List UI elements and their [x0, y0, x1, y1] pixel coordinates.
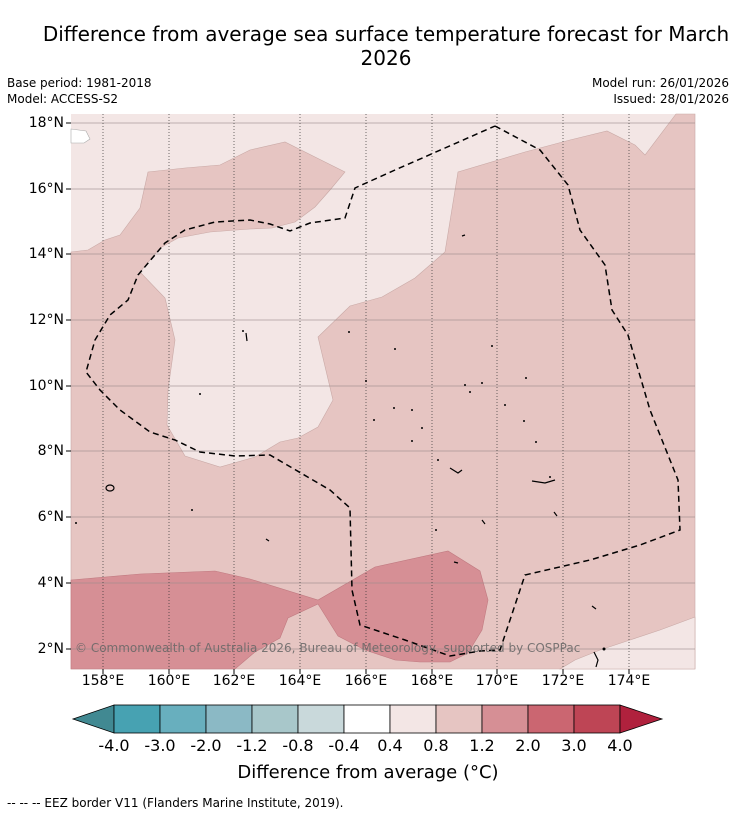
colorbar-bin: [251, 704, 299, 734]
colorbar-bin: [527, 704, 575, 734]
colorbar-bin: [389, 704, 437, 734]
page-title: Difference from average sea surface temp…: [42, 22, 730, 70]
lat-label: 16°N: [28, 181, 64, 197]
eez-legend-footnote: -- -- -- EEZ border V11 (Flanders Marine…: [7, 796, 344, 810]
colorbar-bin: [573, 704, 621, 734]
colorbar-label: Difference from average (°C): [237, 762, 499, 783]
colorbar-tick: 0.8: [423, 736, 449, 755]
lon-label: 162°E: [212, 673, 256, 689]
lon-label: 174°E: [607, 673, 651, 689]
colorbar-bin: [159, 704, 207, 734]
anomaly-region-1.2-2.0: [70, 550, 489, 670]
colorbar-tick: 1.2: [469, 736, 495, 755]
issued-date: Issued: 28/01/2026: [613, 92, 729, 106]
colorbar-tick: -0.8: [282, 736, 314, 755]
colorbar-bin: [435, 704, 483, 734]
colorbar-low-extend: [71, 704, 115, 734]
colorbar-bin: [113, 704, 161, 734]
colorbar-bin: [481, 704, 529, 734]
lon-label: 160°E: [147, 673, 191, 689]
colorbar-tick: 2.0: [515, 736, 541, 755]
colorbar-tick: 0.4: [377, 736, 403, 755]
lat-gridlines: [71, 122, 695, 650]
colorbar-tick: 3.0: [561, 736, 587, 755]
colorbar-tick: -1.2: [236, 736, 268, 755]
colorbar-tick: -2.0: [190, 736, 222, 755]
anomaly-region-0.4-0.8-se: [558, 616, 696, 670]
lat-label: 2°N: [37, 641, 64, 657]
islands: [105, 234, 599, 668]
lat-label: 4°N: [37, 575, 64, 591]
eez-border: [85, 125, 681, 657]
lat-label: 14°N: [28, 246, 64, 262]
lon-label: 172°E: [541, 673, 585, 689]
lat-label: 8°N: [37, 443, 64, 459]
lon-label: 166°E: [344, 673, 388, 689]
meta-left: Base period: 1981-2018 Model: ACCESS-S2: [7, 75, 152, 107]
colorbar-tick: -3.0: [144, 736, 176, 755]
anomaly-region-0.4-0.8-corner: [70, 128, 91, 144]
colorbar: [71, 704, 664, 734]
lon-label: 158°E: [81, 673, 125, 689]
colorbar-ticks: -4.0 -3.0 -2.0 -1.2 -0.8 -0.4 0.4 0.8 1.…: [0, 736, 736, 756]
colorbar-tick: 4.0: [607, 736, 633, 755]
colorbar-high-extend: [619, 704, 664, 734]
lon-label: 168°E: [410, 673, 454, 689]
lon-label: 164°E: [278, 673, 322, 689]
model-run: Model run: 26/01/2026: [591, 76, 729, 90]
base-period: Base period: 1981-2018: [7, 76, 152, 90]
lat-label: 6°N: [37, 509, 64, 525]
lon-label: 170°E: [475, 673, 519, 689]
lon-gridlines: [102, 114, 630, 669]
colorbar-bin: [205, 704, 253, 734]
colorbar-bin: [343, 704, 391, 734]
model-name: Model: ACCESS-S2: [7, 92, 119, 106]
anomaly-region-0.8-1.2: [70, 113, 696, 670]
colorbar-tick: -0.4: [328, 736, 360, 755]
colorbar-tick: -4.0: [98, 736, 130, 755]
copyright-notice: © Commonwealth of Australia 2026, Bureau…: [75, 641, 581, 655]
lat-label: 18°N: [28, 115, 64, 131]
meta-right: Model run: 26/01/2026 Issued: 28/01/2026: [592, 75, 729, 107]
lat-label: 10°N: [28, 378, 64, 394]
axis-ticks: [66, 122, 630, 674]
island-dots: [75, 330, 606, 651]
colorbar-bin: [297, 704, 345, 734]
lat-label: 12°N: [28, 312, 64, 328]
